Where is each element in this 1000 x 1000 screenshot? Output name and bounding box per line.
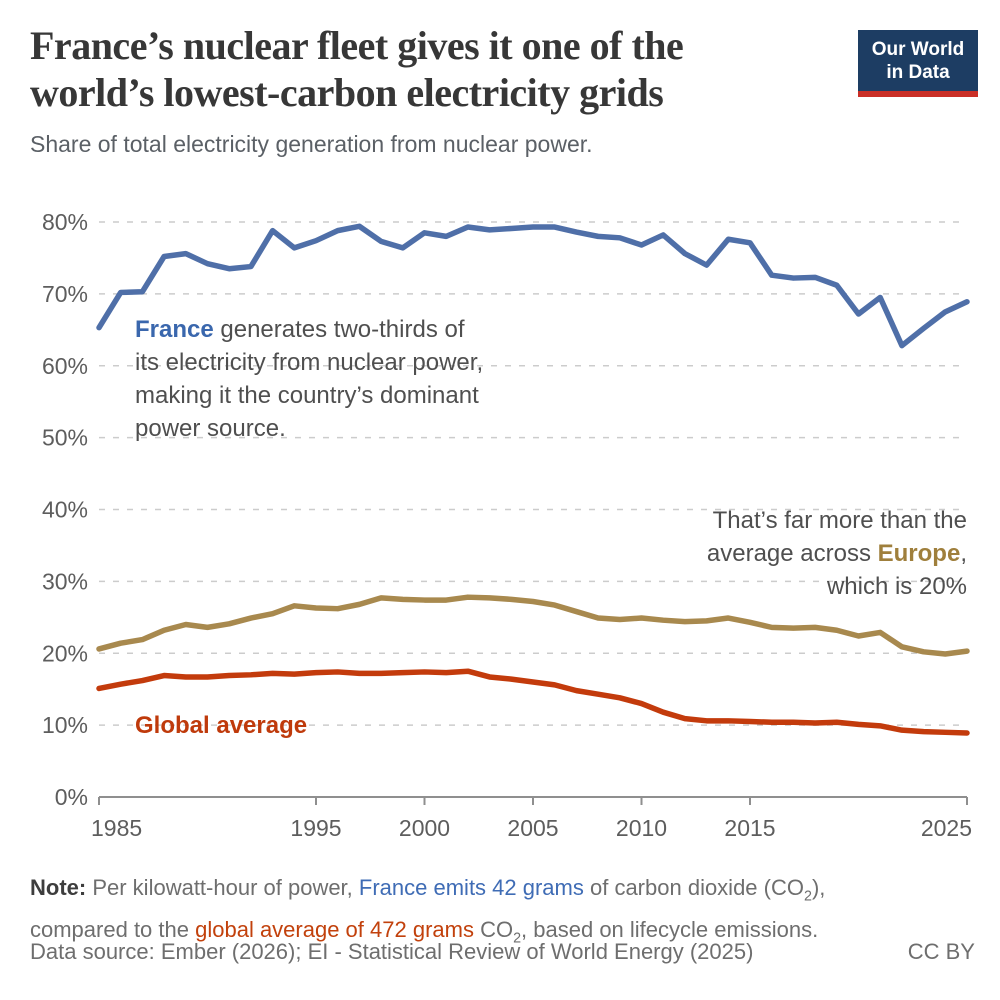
- owid-logo: Our World in Data: [858, 30, 978, 97]
- annotation-france-label: France: [135, 316, 214, 343]
- x-tick-label-1995: 1995: [290, 815, 341, 841]
- series-line-france: [96, 223, 970, 349]
- y-tick-label-40: 40%: [42, 497, 88, 523]
- x-tick-label-1985: 1985: [91, 815, 142, 841]
- chart-subtitle: Share of total electricity generation fr…: [30, 131, 593, 157]
- line-chart-plot: 0% 10% 20% 30% 40% 50% 60% 70% 80% 1985 1995 2000 20…: [42, 209, 972, 841]
- y-tick-label-50: 50%: [42, 425, 88, 451]
- chart-title-line2: world’s lowest-carbon electricity grids: [30, 70, 664, 115]
- footer-note-line1: Note: Per kilowatt-hour of power, France…: [30, 875, 826, 905]
- footer-global-emissions: global average of 472 grams: [195, 917, 474, 943]
- owid-logo-line2: in Data: [886, 62, 950, 83]
- license-badge: CC BY: [907, 939, 975, 964]
- x-tick-label-2015: 2015: [724, 815, 775, 841]
- x-tick-label-2010: 2010: [616, 815, 667, 841]
- y-tick-label-70: 70%: [42, 281, 88, 307]
- footer-note: Note: Per kilowatt-hour of power, France…: [30, 871, 975, 956]
- annotation-europe: That’s far more than the average across …: [706, 507, 967, 600]
- y-tick-label-60: 60%: [42, 353, 88, 379]
- owid-logo-line1: Our World: [871, 39, 965, 60]
- y-tick-label-80: 80%: [42, 209, 88, 235]
- series-line-global-average: [96, 668, 970, 736]
- annotation-europe-label: Europe: [877, 540, 961, 567]
- chart-title: France’s nuclear fleet gives it one of t…: [30, 22, 860, 116]
- y-tick-label-0: 0%: [55, 784, 88, 810]
- x-tick-label-2000: 2000: [399, 815, 450, 841]
- y-tick-label-10: 10%: [42, 712, 88, 738]
- footer-note-line2: compared to the global average of 472 gr…: [30, 917, 819, 947]
- annotation-france: France generates two-thirds of its elect…: [135, 316, 484, 442]
- x-tick-label-2005: 2005: [507, 815, 558, 841]
- chart-title-line1: France’s nuclear fleet gives it one of t…: [30, 23, 684, 68]
- footer-source: Data source: Ember (2026); EI - Statisti…: [30, 939, 975, 964]
- footer-france-emissions: France emits 42 grams: [358, 875, 584, 900]
- series-line-europe: [96, 594, 970, 657]
- annotation-global-average-label: Global average: [135, 712, 308, 739]
- x-tick-label-2025: 2025: [921, 815, 972, 841]
- y-tick-label-20: 20%: [42, 640, 88, 666]
- y-tick-label-30: 30%: [42, 568, 88, 594]
